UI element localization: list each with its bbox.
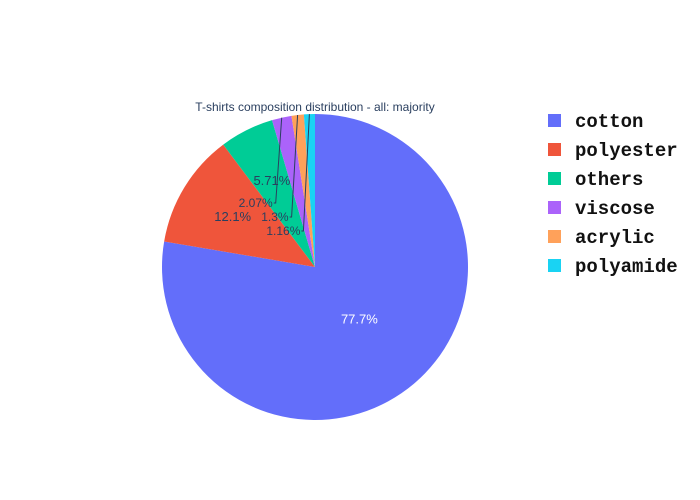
- pie-labels: 77.7% 12.1% 5.71% 2.07%1.3%1.16%: [214, 114, 378, 327]
- legend-label-cotton: cotton: [575, 111, 643, 133]
- legend-item-others[interactable]: others: [548, 169, 643, 191]
- slice-label-viscose: 2.07%: [239, 196, 273, 210]
- legend-item-polyester[interactable]: polyester: [548, 140, 678, 162]
- legend-item-viscose[interactable]: viscose: [548, 198, 655, 220]
- legend-item-cotton[interactable]: cotton: [548, 111, 643, 133]
- legend-label-acrylic: acrylic: [575, 227, 655, 249]
- slice-label-polyamide: 1.16%: [266, 224, 300, 238]
- slice-label-acrylic: 1.3%: [261, 210, 289, 224]
- legend-label-viscose: viscose: [575, 198, 655, 220]
- legend-label-others: others: [575, 169, 643, 191]
- chart-title: T-shirts composition distribution - all:…: [195, 100, 434, 114]
- slice-label-others: 5.71%: [253, 173, 290, 188]
- legend-item-polyamide[interactable]: polyamide: [548, 256, 678, 278]
- slice-leader-polyamide: [301, 114, 310, 232]
- slice-leader-acrylic: [289, 114, 299, 218]
- pie-slice-polyamide: [303, 114, 315, 267]
- legend-swatch-polyester: [548, 143, 561, 156]
- pie-slices: [162, 113, 469, 420]
- legend-swatch-others: [548, 172, 561, 185]
- legend-swatch-polyamide: [548, 259, 561, 272]
- slice-label-cotton: 77.7%: [341, 312, 378, 327]
- slice-label-polyester: 12.1%: [214, 209, 251, 224]
- pie-slice-cotton: [162, 113, 469, 420]
- legend-swatch-cotton: [548, 114, 561, 127]
- legend-label-polyester: polyester: [575, 140, 678, 162]
- slice-leader-viscose: [273, 117, 283, 204]
- legend: cotton polyester others viscose acrylic polya…: [548, 111, 678, 278]
- pie-slice-acrylic: [291, 114, 315, 267]
- legend-item-acrylic[interactable]: acrylic: [548, 227, 655, 249]
- legend-swatch-viscose: [548, 201, 561, 214]
- legend-label-polyamide: polyamide: [575, 256, 678, 278]
- pie-slice-others: [223, 120, 315, 268]
- legend-swatch-acrylic: [548, 230, 561, 243]
- pie-slice-polyester: [164, 144, 315, 267]
